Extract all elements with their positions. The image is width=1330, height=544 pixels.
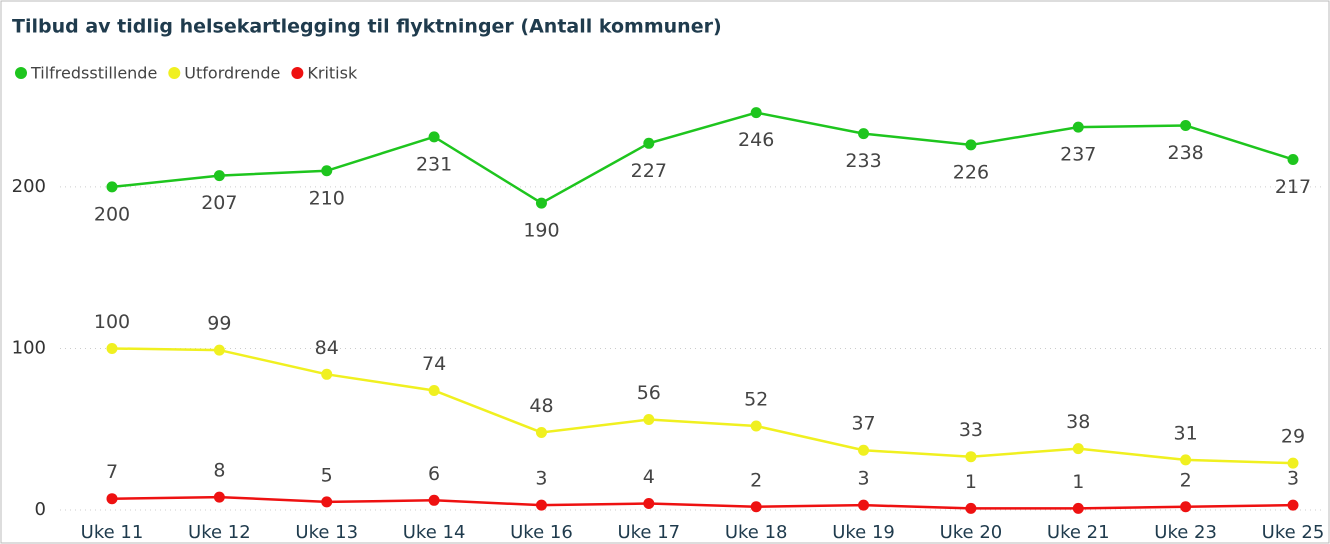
data-point bbox=[643, 137, 655, 149]
x-tick-label: Uke 11 bbox=[81, 522, 144, 543]
data-label: 227 bbox=[631, 160, 667, 182]
data-point bbox=[1180, 501, 1192, 513]
data-label: 226 bbox=[953, 161, 989, 183]
data-point bbox=[858, 444, 870, 456]
data-label: 1 bbox=[965, 471, 977, 493]
data-point bbox=[1180, 454, 1192, 466]
data-point bbox=[858, 128, 870, 140]
data-label: 231 bbox=[416, 153, 452, 175]
data-point bbox=[1180, 120, 1192, 132]
x-tick-label: Uke 20 bbox=[940, 522, 1003, 543]
x-tick-label: Uke 23 bbox=[1154, 522, 1217, 543]
legend-marker bbox=[291, 67, 304, 79]
data-label: 2 bbox=[1180, 469, 1192, 491]
data-point bbox=[643, 414, 655, 426]
data-point bbox=[535, 499, 547, 511]
data-point bbox=[321, 368, 333, 380]
data-point bbox=[1072, 443, 1084, 455]
data-label: 238 bbox=[1168, 142, 1204, 164]
data-label: 48 bbox=[529, 395, 553, 417]
data-point bbox=[1072, 502, 1084, 514]
data-point bbox=[1287, 457, 1299, 469]
data-label: 4 bbox=[643, 466, 655, 488]
data-label: 6 bbox=[428, 463, 440, 485]
data-label: 8 bbox=[213, 460, 225, 482]
data-point bbox=[643, 498, 655, 510]
data-label: 5 bbox=[321, 464, 333, 486]
x-tick-label: Uke 16 bbox=[510, 522, 573, 543]
data-label: 210 bbox=[309, 187, 345, 209]
x-tick-label: Uke 18 bbox=[725, 522, 788, 543]
data-point bbox=[1287, 153, 1299, 165]
data-label: 100 bbox=[94, 311, 130, 333]
legend-label: Tilfredsstillende bbox=[30, 64, 157, 83]
data-point bbox=[750, 501, 762, 513]
x-tick-label: Uke 17 bbox=[617, 522, 680, 543]
data-point bbox=[428, 384, 440, 396]
data-point bbox=[965, 451, 977, 463]
data-point bbox=[106, 493, 118, 505]
data-point bbox=[428, 494, 440, 506]
data-point bbox=[965, 502, 977, 514]
y-tick-label: 200 bbox=[12, 176, 46, 197]
data-point bbox=[321, 165, 333, 177]
series-line bbox=[111, 347, 1294, 465]
data-point bbox=[535, 197, 547, 209]
x-tick-label: Uke 21 bbox=[1047, 522, 1110, 543]
series-line bbox=[111, 495, 1294, 510]
data-point bbox=[1072, 121, 1084, 133]
data-point bbox=[750, 107, 762, 119]
data-point bbox=[965, 139, 977, 151]
data-point bbox=[213, 344, 225, 356]
x-tick-label: Uke 13 bbox=[295, 522, 358, 543]
data-label: 37 bbox=[851, 413, 875, 435]
x-tick-label: Uke 25 bbox=[1262, 522, 1325, 543]
data-point bbox=[1287, 499, 1299, 511]
data-label: 74 bbox=[422, 353, 446, 375]
legend-marker bbox=[15, 67, 27, 79]
data-label: 190 bbox=[523, 220, 559, 242]
data-point bbox=[106, 342, 118, 354]
y-tick-label: 0 bbox=[35, 499, 46, 520]
x-tick-label: Uke 12 bbox=[188, 522, 251, 543]
data-point bbox=[321, 496, 333, 508]
data-point bbox=[535, 426, 547, 438]
data-label: 7 bbox=[106, 461, 118, 483]
data-label: 1 bbox=[1072, 471, 1084, 493]
x-tick-label: Uke 14 bbox=[403, 522, 466, 543]
data-label: 217 bbox=[1275, 176, 1311, 198]
series-line bbox=[111, 111, 1294, 205]
data-label: 29 bbox=[1281, 426, 1305, 448]
data-point bbox=[213, 491, 225, 503]
data-label: 207 bbox=[201, 192, 237, 214]
y-tick-label: 100 bbox=[12, 337, 46, 358]
data-label: 200 bbox=[94, 203, 130, 225]
data-label: 246 bbox=[738, 129, 774, 151]
data-label: 3 bbox=[1287, 468, 1299, 490]
data-point bbox=[213, 170, 225, 182]
data-label: 2 bbox=[750, 469, 762, 491]
data-point bbox=[106, 181, 118, 193]
legend-marker bbox=[168, 67, 181, 79]
x-tick-label: Uke 19 bbox=[832, 522, 895, 543]
data-label: 3 bbox=[857, 468, 869, 490]
data-label: 237 bbox=[1060, 144, 1096, 166]
chart-title: Tilbud av tidlig helsekartlegging til fl… bbox=[12, 16, 722, 38]
data-point bbox=[750, 420, 762, 432]
data-label: 52 bbox=[744, 389, 768, 411]
data-label: 33 bbox=[959, 419, 983, 441]
data-label: 3 bbox=[535, 468, 547, 490]
data-point bbox=[858, 499, 870, 511]
data-label: 31 bbox=[1174, 422, 1198, 444]
legend-label: Utfordrende bbox=[184, 64, 280, 83]
data-label: 99 bbox=[207, 313, 231, 335]
data-label: 38 bbox=[1066, 411, 1090, 433]
data-label: 84 bbox=[315, 337, 339, 359]
data-label: 233 bbox=[845, 150, 881, 172]
data-point bbox=[428, 131, 440, 143]
legend-label: Kritisk bbox=[307, 64, 358, 83]
data-label: 56 bbox=[637, 382, 661, 404]
